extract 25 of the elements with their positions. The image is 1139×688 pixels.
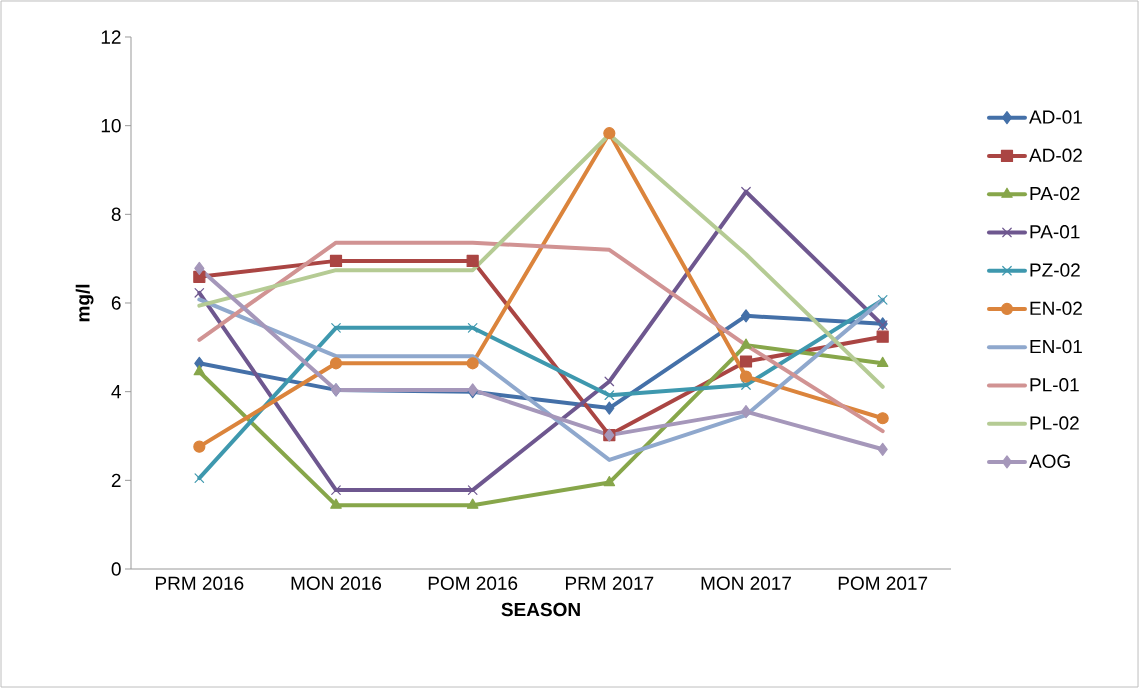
legend-label: PZ-02 <box>1030 263 1080 277</box>
legend-label: AD-02 <box>1029 148 1082 163</box>
x-axis-title: SEASON <box>501 602 580 617</box>
x-tick-label: MON 2017 <box>701 576 791 590</box>
x-tick-label: MON 2016 <box>291 576 382 590</box>
y-tick-label: 6 <box>111 296 121 310</box>
x-tick-label: POM 2017 <box>838 576 928 590</box>
x-tick-label: POM 2016 <box>428 576 518 590</box>
y-tick-label: 4 <box>111 385 121 399</box>
y-tick-label: 2 <box>111 473 121 487</box>
legend-label: EN-01 <box>1030 339 1082 354</box>
x-tick-label: PRM 2017 <box>566 576 654 590</box>
legend-label: PL-01 <box>1030 378 1079 392</box>
legend-label: PA-02 <box>1030 186 1080 201</box>
legend-label: PL-02 <box>1030 416 1079 430</box>
y-tick-label: 10 <box>101 118 121 133</box>
y-tick-label: 0 <box>111 562 121 576</box>
x-tick-label: PRM 2016 <box>156 576 244 590</box>
legend-label: PA-01 <box>1030 225 1080 239</box>
y-tick-label: 12 <box>101 30 121 44</box>
y-tick-label: 8 <box>111 207 121 222</box>
legend-label: AOG <box>1029 454 1070 469</box>
legend-label: EN-02 <box>1030 301 1082 316</box>
y-axis-title: mg/l <box>75 284 94 322</box>
legend-label: AD-01 <box>1029 110 1082 124</box>
